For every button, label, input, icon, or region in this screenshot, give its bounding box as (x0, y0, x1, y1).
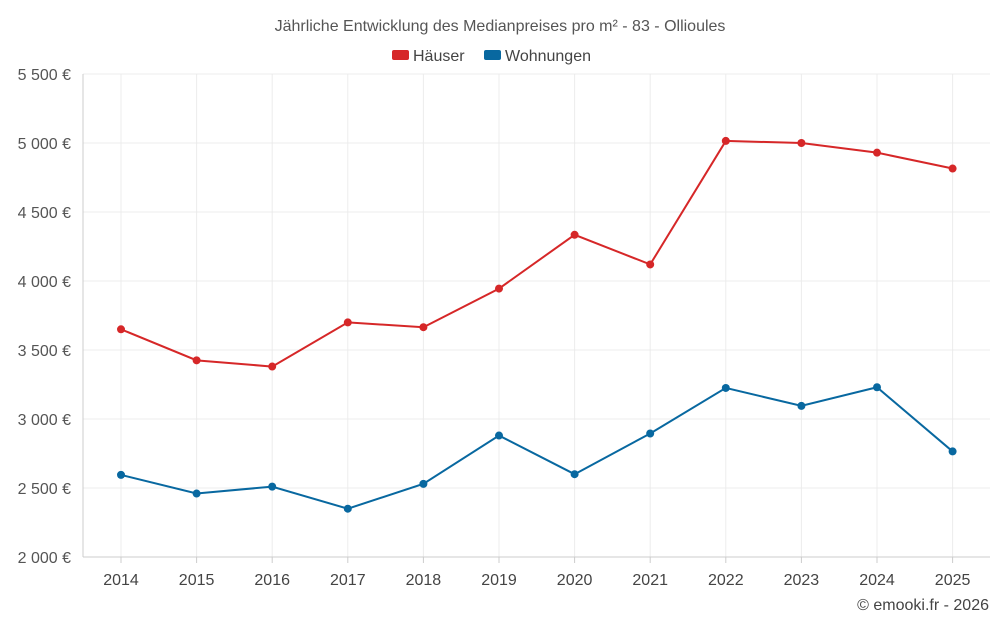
data-point (646, 260, 655, 269)
x-tick-label: 2025 (935, 572, 971, 589)
data-point (797, 139, 806, 147)
x-tick-label: 2022 (708, 572, 744, 589)
grid (83, 73, 990, 557)
data-point (343, 504, 352, 513)
x-tick-label: 2024 (859, 572, 895, 589)
legend-label: Häuser (413, 48, 465, 65)
x-tick-label: 2014 (103, 572, 139, 589)
data-point (570, 470, 579, 479)
legend-swatch (392, 50, 409, 60)
y-tick-label: 4 000 € (18, 274, 71, 291)
legend-swatch (484, 50, 501, 60)
chart-title: Jährliche Entwicklung des Medianpreises … (275, 18, 726, 35)
data-point (495, 431, 503, 440)
y-tick-label: 3 000 € (18, 412, 71, 429)
data-point (646, 429, 655, 438)
data-point (721, 383, 730, 392)
legend-label: Wohnungen (505, 48, 591, 65)
axes: 2 000 € 2 500 € 3 000 € 3 500 € 4 000 € 4 500… (18, 67, 990, 589)
series-layer (117, 136, 957, 513)
y-tick-label: 5 500 € (18, 67, 71, 84)
legend: Häuser Wohnungen (392, 48, 591, 65)
data-point (721, 136, 730, 145)
data-point (343, 318, 352, 327)
data-point (419, 323, 428, 332)
x-tick-label: 2018 (406, 572, 442, 589)
y-tick-label: 4 500 € (18, 205, 71, 222)
data-point (495, 284, 503, 293)
data-point (117, 325, 125, 334)
data-point (192, 356, 201, 365)
data-point (419, 479, 428, 488)
y-tick-label: 3 500 € (18, 343, 71, 360)
y-tick-label: 2 000 € (18, 550, 71, 567)
data-point (873, 148, 881, 157)
data-point (570, 230, 579, 239)
x-tick-label: 2017 (330, 572, 366, 589)
data-point (268, 482, 277, 491)
series-line-haeuser (120, 139, 953, 368)
series-line-wohnungen (120, 386, 954, 510)
x-tick-label: 2020 (557, 572, 593, 589)
y-tick-label: 5 000 € (18, 136, 71, 153)
data-point (797, 401, 806, 410)
data-point (948, 164, 957, 173)
x-tick-label: 2019 (481, 572, 517, 589)
x-tick-label: 2015 (179, 572, 215, 589)
data-point (873, 383, 881, 392)
x-tick-label: 2021 (632, 572, 668, 589)
credit-text: © emooki.fr - 2026 (857, 597, 989, 614)
data-point (117, 470, 125, 479)
y-tick-label: 2 500 € (18, 481, 71, 498)
data-point (192, 489, 201, 498)
data-point (948, 447, 957, 456)
x-tick-label: 2016 (254, 572, 290, 589)
x-tick-label: 2023 (784, 572, 820, 589)
data-point (268, 362, 277, 371)
